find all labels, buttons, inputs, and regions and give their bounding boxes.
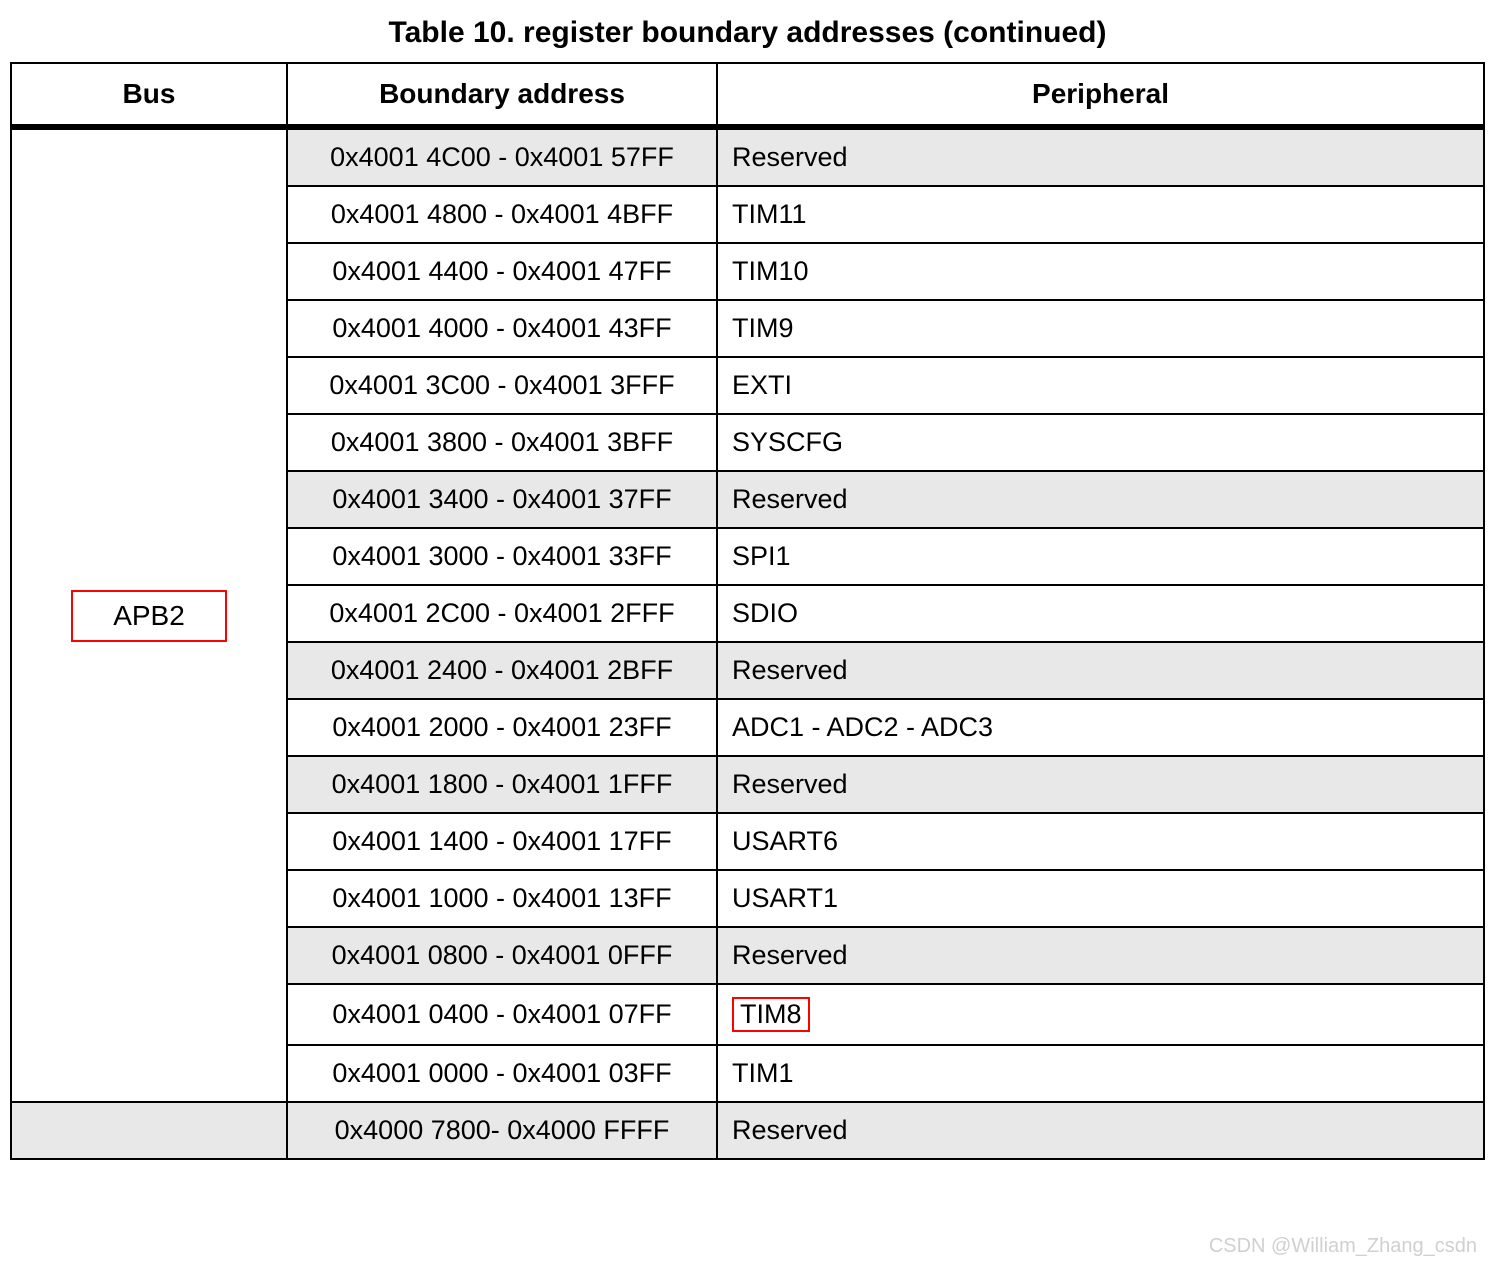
boundary-address: 0x4001 3800 - 0x4001 3BFF — [287, 414, 717, 471]
peripheral: EXTI — [717, 357, 1484, 414]
boundary-address: 0x4001 3C00 - 0x4001 3FFF — [287, 357, 717, 414]
peripheral: SPI1 — [717, 528, 1484, 585]
peripheral: USART1 — [717, 870, 1484, 927]
peripheral: Reserved — [717, 927, 1484, 984]
boundary-address: 0x4001 0400 - 0x4001 07FF — [287, 984, 717, 1045]
peripheral: TIM11 — [717, 186, 1484, 243]
register-table: Bus Boundary address Peripheral APB20x40… — [10, 62, 1485, 1160]
peripheral: SYSCFG — [717, 414, 1484, 471]
peripheral: TIM1 — [717, 1045, 1484, 1102]
peripheral: SDIO — [717, 585, 1484, 642]
boundary-address: 0x4001 3400 - 0x4001 37FF — [287, 471, 717, 528]
boundary-address: 0x4001 0800 - 0x4001 0FFF — [287, 927, 717, 984]
peripheral-highlight: TIM8 — [732, 997, 810, 1032]
peripheral: Reserved — [717, 756, 1484, 813]
table-row: APB20x4001 4C00 - 0x4001 57FFReserved — [11, 127, 1484, 186]
boundary-address: 0x4001 4C00 - 0x4001 57FF — [287, 127, 717, 186]
boundary-address: 0x4001 1000 - 0x4001 13FF — [287, 870, 717, 927]
table-body: APB20x4001 4C00 - 0x4001 57FFReserved0x4… — [11, 127, 1484, 1159]
peripheral: TIM9 — [717, 300, 1484, 357]
peripheral: Reserved — [717, 642, 1484, 699]
col-header-periph: Peripheral — [717, 63, 1484, 127]
boundary-address: 0x4001 2400 - 0x4001 2BFF — [287, 642, 717, 699]
table-title: Table 10. register boundary addresses (c… — [10, 16, 1485, 50]
boundary-address: 0x4001 1400 - 0x4001 17FF — [287, 813, 717, 870]
bus-cell-empty — [11, 1102, 287, 1159]
peripheral: Reserved — [717, 127, 1484, 186]
bus-label: APB2 — [71, 590, 227, 642]
boundary-address: 0x4001 3000 - 0x4001 33FF — [287, 528, 717, 585]
bus-cell: APB2 — [11, 127, 287, 1102]
col-header-addr: Boundary address — [287, 63, 717, 127]
peripheral: Reserved — [717, 1102, 1484, 1159]
peripheral: ADC1 - ADC2 - ADC3 — [717, 699, 1484, 756]
boundary-address: 0x4001 0000 - 0x4001 03FF — [287, 1045, 717, 1102]
boundary-address: 0x4001 4000 - 0x4001 43FF — [287, 300, 717, 357]
boundary-address: 0x4001 2C00 - 0x4001 2FFF — [287, 585, 717, 642]
boundary-address: 0x4000 7800- 0x4000 FFFF — [287, 1102, 717, 1159]
peripheral: Reserved — [717, 471, 1484, 528]
col-header-bus: Bus — [11, 63, 287, 127]
boundary-address: 0x4001 4400 - 0x4001 47FF — [287, 243, 717, 300]
header-row: Bus Boundary address Peripheral — [11, 63, 1484, 127]
boundary-address: 0x4001 2000 - 0x4001 23FF — [287, 699, 717, 756]
peripheral: TIM8 — [717, 984, 1484, 1045]
boundary-address: 0x4001 4800 - 0x4001 4BFF — [287, 186, 717, 243]
boundary-address: 0x4001 1800 - 0x4001 1FFF — [287, 756, 717, 813]
table-row: 0x4000 7800- 0x4000 FFFFReserved — [11, 1102, 1484, 1159]
peripheral: TIM10 — [717, 243, 1484, 300]
peripheral: USART6 — [717, 813, 1484, 870]
watermark: CSDN @William_Zhang_csdn — [1209, 1235, 1477, 1258]
